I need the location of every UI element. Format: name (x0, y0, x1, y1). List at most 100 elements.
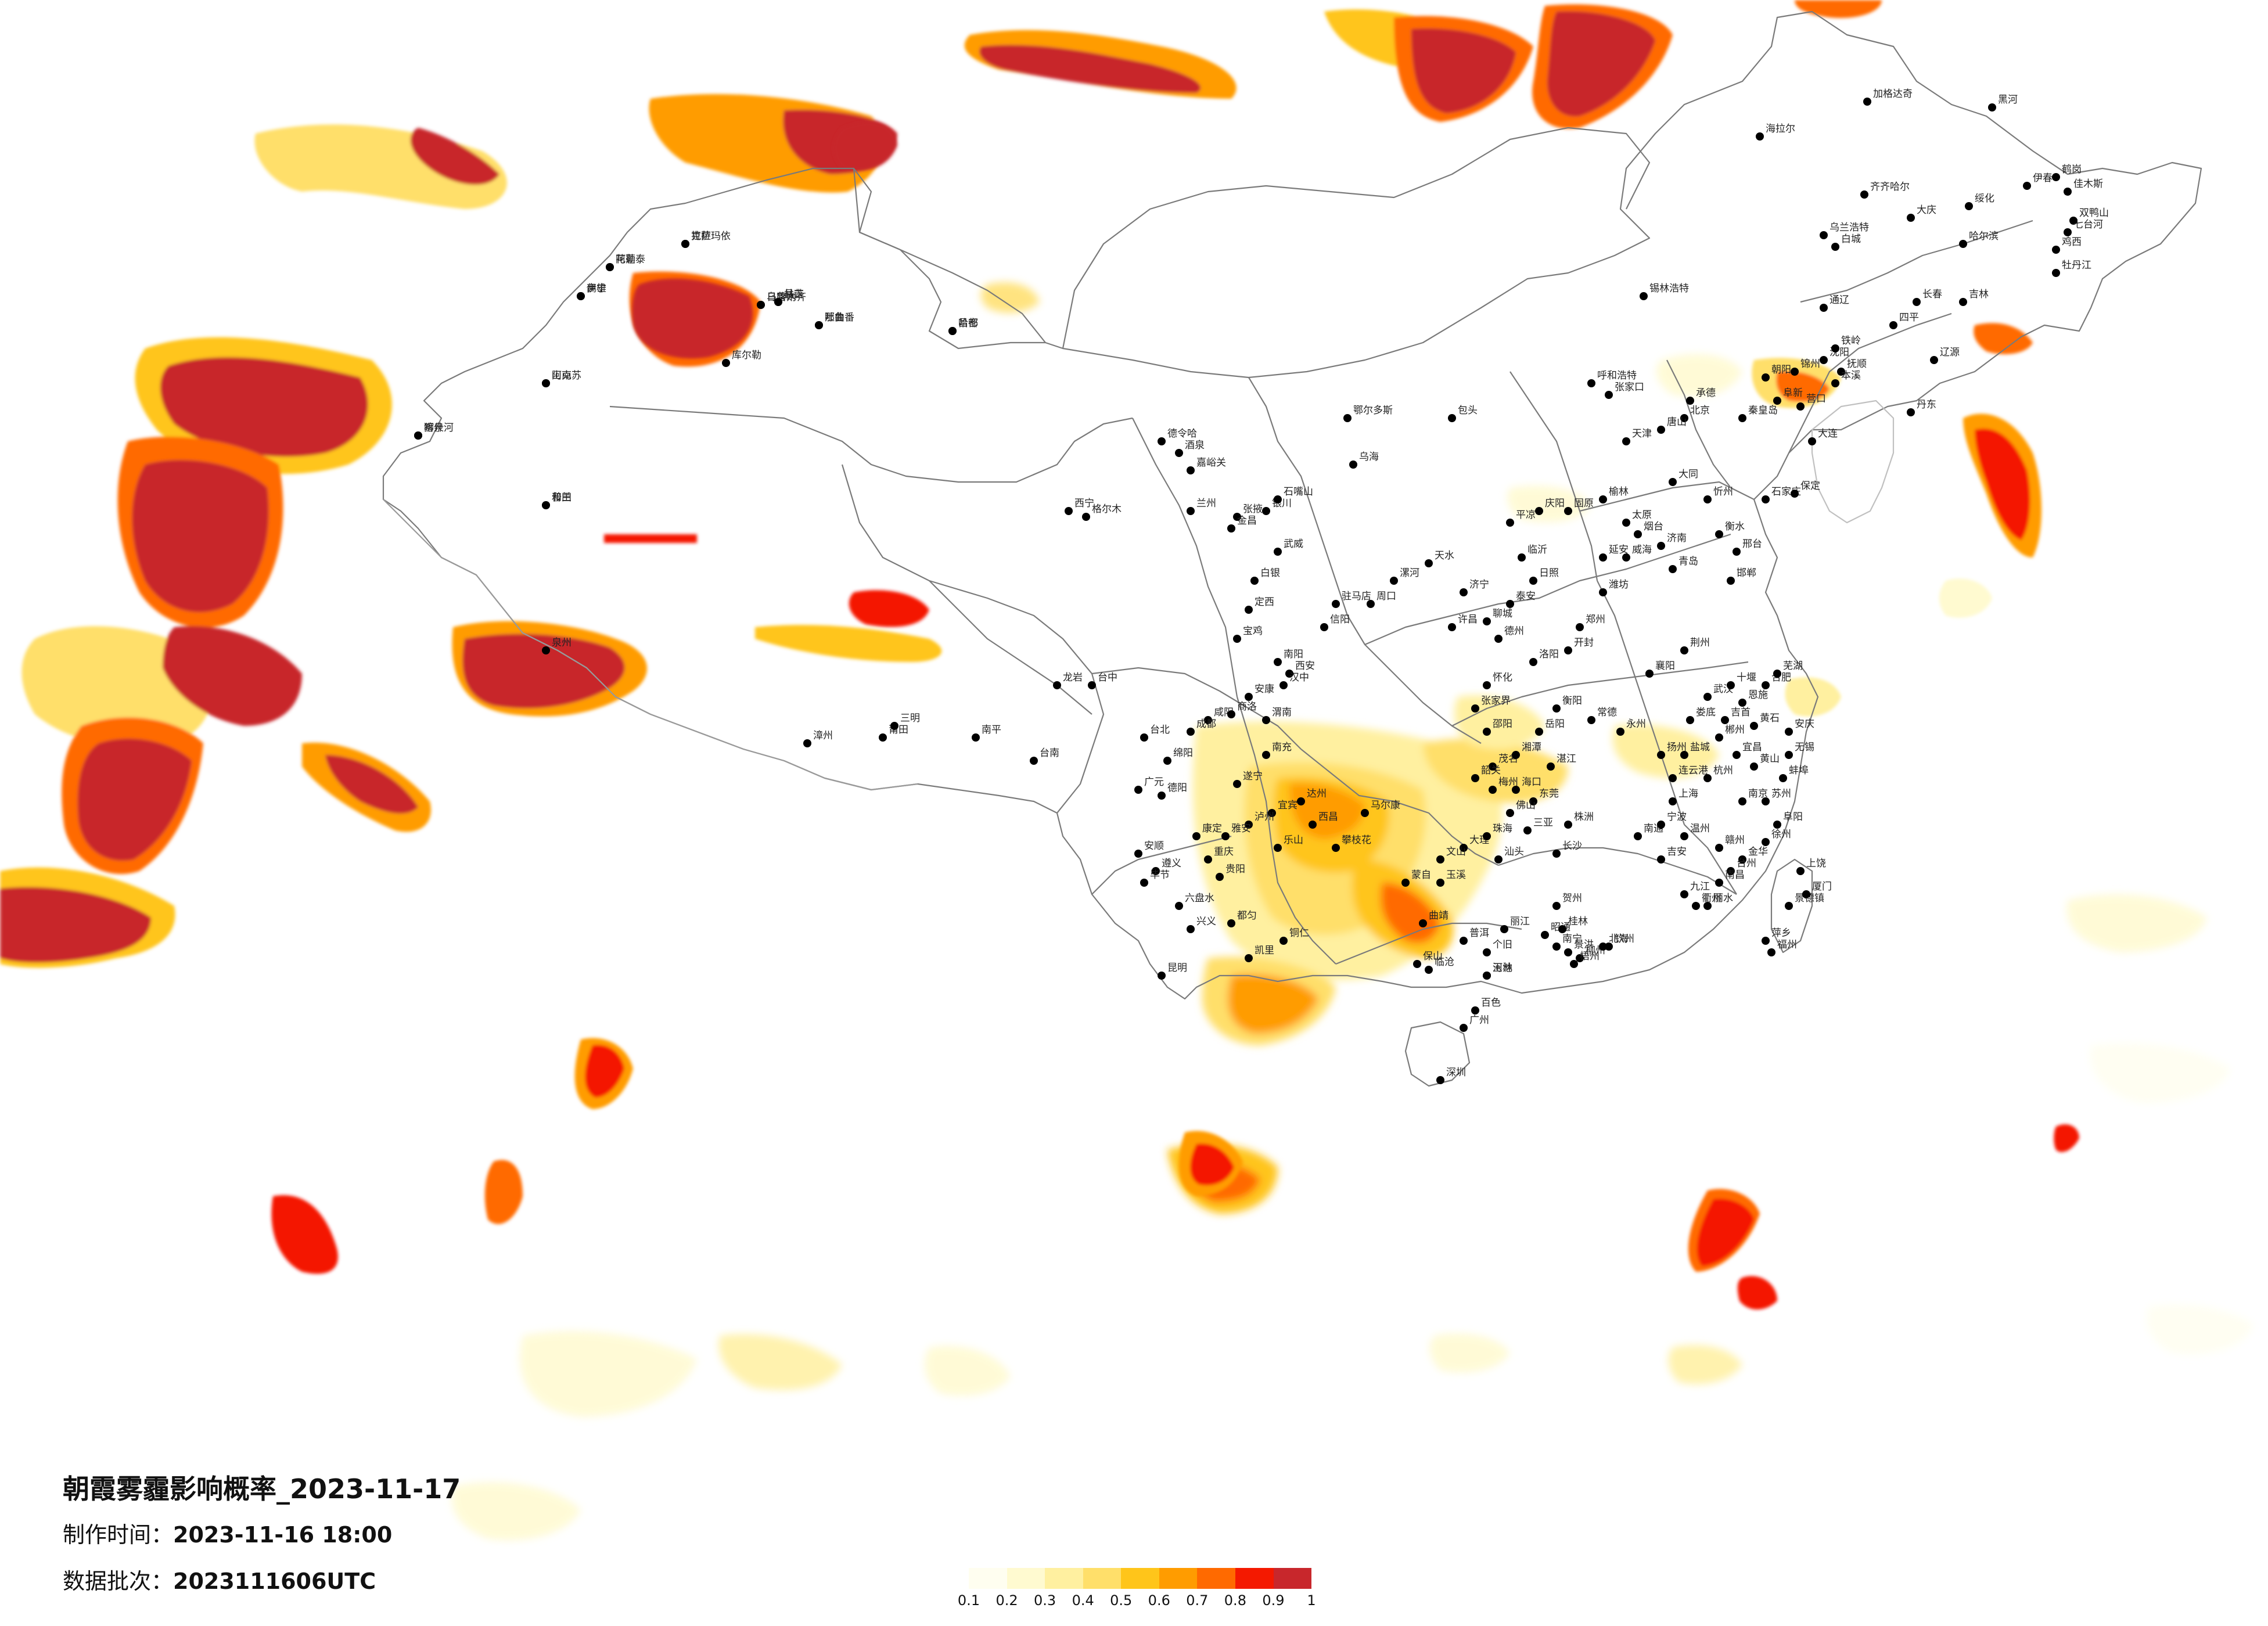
city-dot (1622, 437, 1630, 445)
city-label: 恩施 (1748, 689, 1768, 701)
city-dot (1802, 890, 1810, 898)
city-label: 盐城 (1690, 742, 1710, 753)
city-dot (1285, 670, 1293, 678)
city-dot (1552, 942, 1561, 951)
city-dot (1860, 190, 1868, 199)
province-line (1498, 847, 1737, 895)
province-line (1451, 661, 1749, 726)
city-label: 山南 (552, 370, 572, 382)
city-label: 漳州 (813, 730, 833, 742)
city-dot (1279, 937, 1288, 945)
city-dot (1889, 321, 1897, 329)
city-dot (1959, 298, 1967, 306)
city-dot (1616, 728, 1624, 736)
city-dot (1192, 832, 1201, 840)
legend-tick-label: 0.4 (1072, 1592, 1094, 1609)
city-dot (1686, 397, 1694, 405)
city-dot (1187, 507, 1195, 515)
city-dot (1599, 553, 1607, 562)
city-label: 锦州 (1800, 358, 1820, 370)
korea-outline (1811, 400, 1895, 524)
city-label: 西昌 (1318, 811, 1338, 823)
city-dot (1657, 542, 1665, 550)
city-dot (1483, 948, 1491, 956)
city-dot (542, 646, 550, 654)
city-dot (1907, 214, 1915, 222)
city-label: 贵阳 (1225, 864, 1245, 875)
city-dot (1268, 809, 1276, 817)
city-dot (1773, 821, 1781, 829)
city-dot (1471, 1006, 1479, 1015)
city-label: 吉首 (1731, 707, 1751, 718)
city-label: 邯郸 (1737, 567, 1756, 579)
legend-tick-label: 0.2 (995, 1592, 1018, 1609)
city-label: 洛阳 (1539, 649, 1559, 660)
city-label: 包头 (1458, 405, 1478, 416)
city-label: 南昌 (1725, 869, 1745, 881)
province-line (609, 405, 1133, 483)
legend-swatch (1045, 1568, 1083, 1589)
city-label: 保山 (1423, 951, 1443, 962)
city-label: 株洲 (1574, 811, 1594, 823)
city-dot (1640, 292, 1648, 300)
city-dot (1297, 797, 1305, 805)
city-dot (948, 327, 957, 335)
city-dot (1489, 762, 1497, 771)
city-label: 宁波 (1667, 811, 1687, 823)
city-label: 韶关 (1481, 765, 1501, 776)
city-dot (2052, 246, 2060, 254)
city-label: 铁岭 (1841, 335, 1861, 347)
city-label: 无锡 (1795, 742, 1814, 753)
city-label: 昌吉 (784, 289, 804, 300)
city-dot (1820, 304, 1828, 312)
city-dot (1506, 809, 1514, 817)
city-label: 大连 (1818, 428, 1838, 440)
city-dot (1500, 925, 1508, 933)
city-dot (1750, 722, 1758, 730)
city-dot (1715, 530, 1723, 538)
city-label: 河池 (1493, 962, 1512, 974)
city-label: 铜仁 (1289, 927, 1309, 939)
city-dot (774, 298, 782, 306)
city-label: 高雄 (587, 283, 606, 294)
city-dot (1158, 792, 1166, 800)
city-label: 平凉 (1516, 509, 1536, 521)
city-dot (1703, 693, 1712, 701)
city-label: 日照 (1539, 567, 1559, 579)
city-label: 徐州 (1771, 829, 1791, 840)
city-label: 拉萨 (691, 231, 711, 242)
city-label: 玉溪 (1446, 869, 1466, 881)
city-dot (1436, 1076, 1444, 1084)
legend-tick-label: 0.9 (1262, 1592, 1285, 1609)
city-dot (1175, 449, 1183, 457)
legend-swatch (1121, 1568, 1159, 1589)
city-label: 金华 (1748, 846, 1768, 858)
city-label: 德令哈 (1167, 428, 1197, 440)
city-dot (1152, 867, 1160, 875)
city-dot (1233, 780, 1241, 788)
legend-ticks: 0.1 0.2 0.3 0.4 0.5 0.6 0.7 0.8 0.9 1 (958, 1592, 1316, 1616)
city-dot (1570, 960, 1578, 968)
city-dot (2052, 269, 2060, 277)
city-label: 六盘水 (1185, 893, 1214, 904)
city-label: 辽源 (1940, 347, 1960, 358)
city-dot (1785, 902, 1793, 910)
city-dot (1564, 646, 1572, 654)
city-dot (1930, 356, 1938, 364)
city-dot (1669, 565, 1677, 573)
city-dot (1767, 948, 1775, 956)
city-dot (1703, 774, 1712, 782)
city-dot (1140, 879, 1148, 887)
city-label: 大同 (1678, 469, 1698, 480)
city-label: 白银 (1260, 567, 1280, 579)
city-dot (1796, 867, 1805, 875)
city-dot (1703, 902, 1712, 910)
city-label: 绵阳 (1173, 747, 1193, 759)
city-dot (1483, 728, 1491, 736)
city-dot (972, 733, 980, 742)
city-label: 丽水 (1713, 893, 1733, 904)
city-label: 忻州 (1713, 486, 1733, 498)
city-label: 嘉峪关 (1196, 457, 1226, 469)
city-label: 阿克苏 (552, 370, 581, 382)
